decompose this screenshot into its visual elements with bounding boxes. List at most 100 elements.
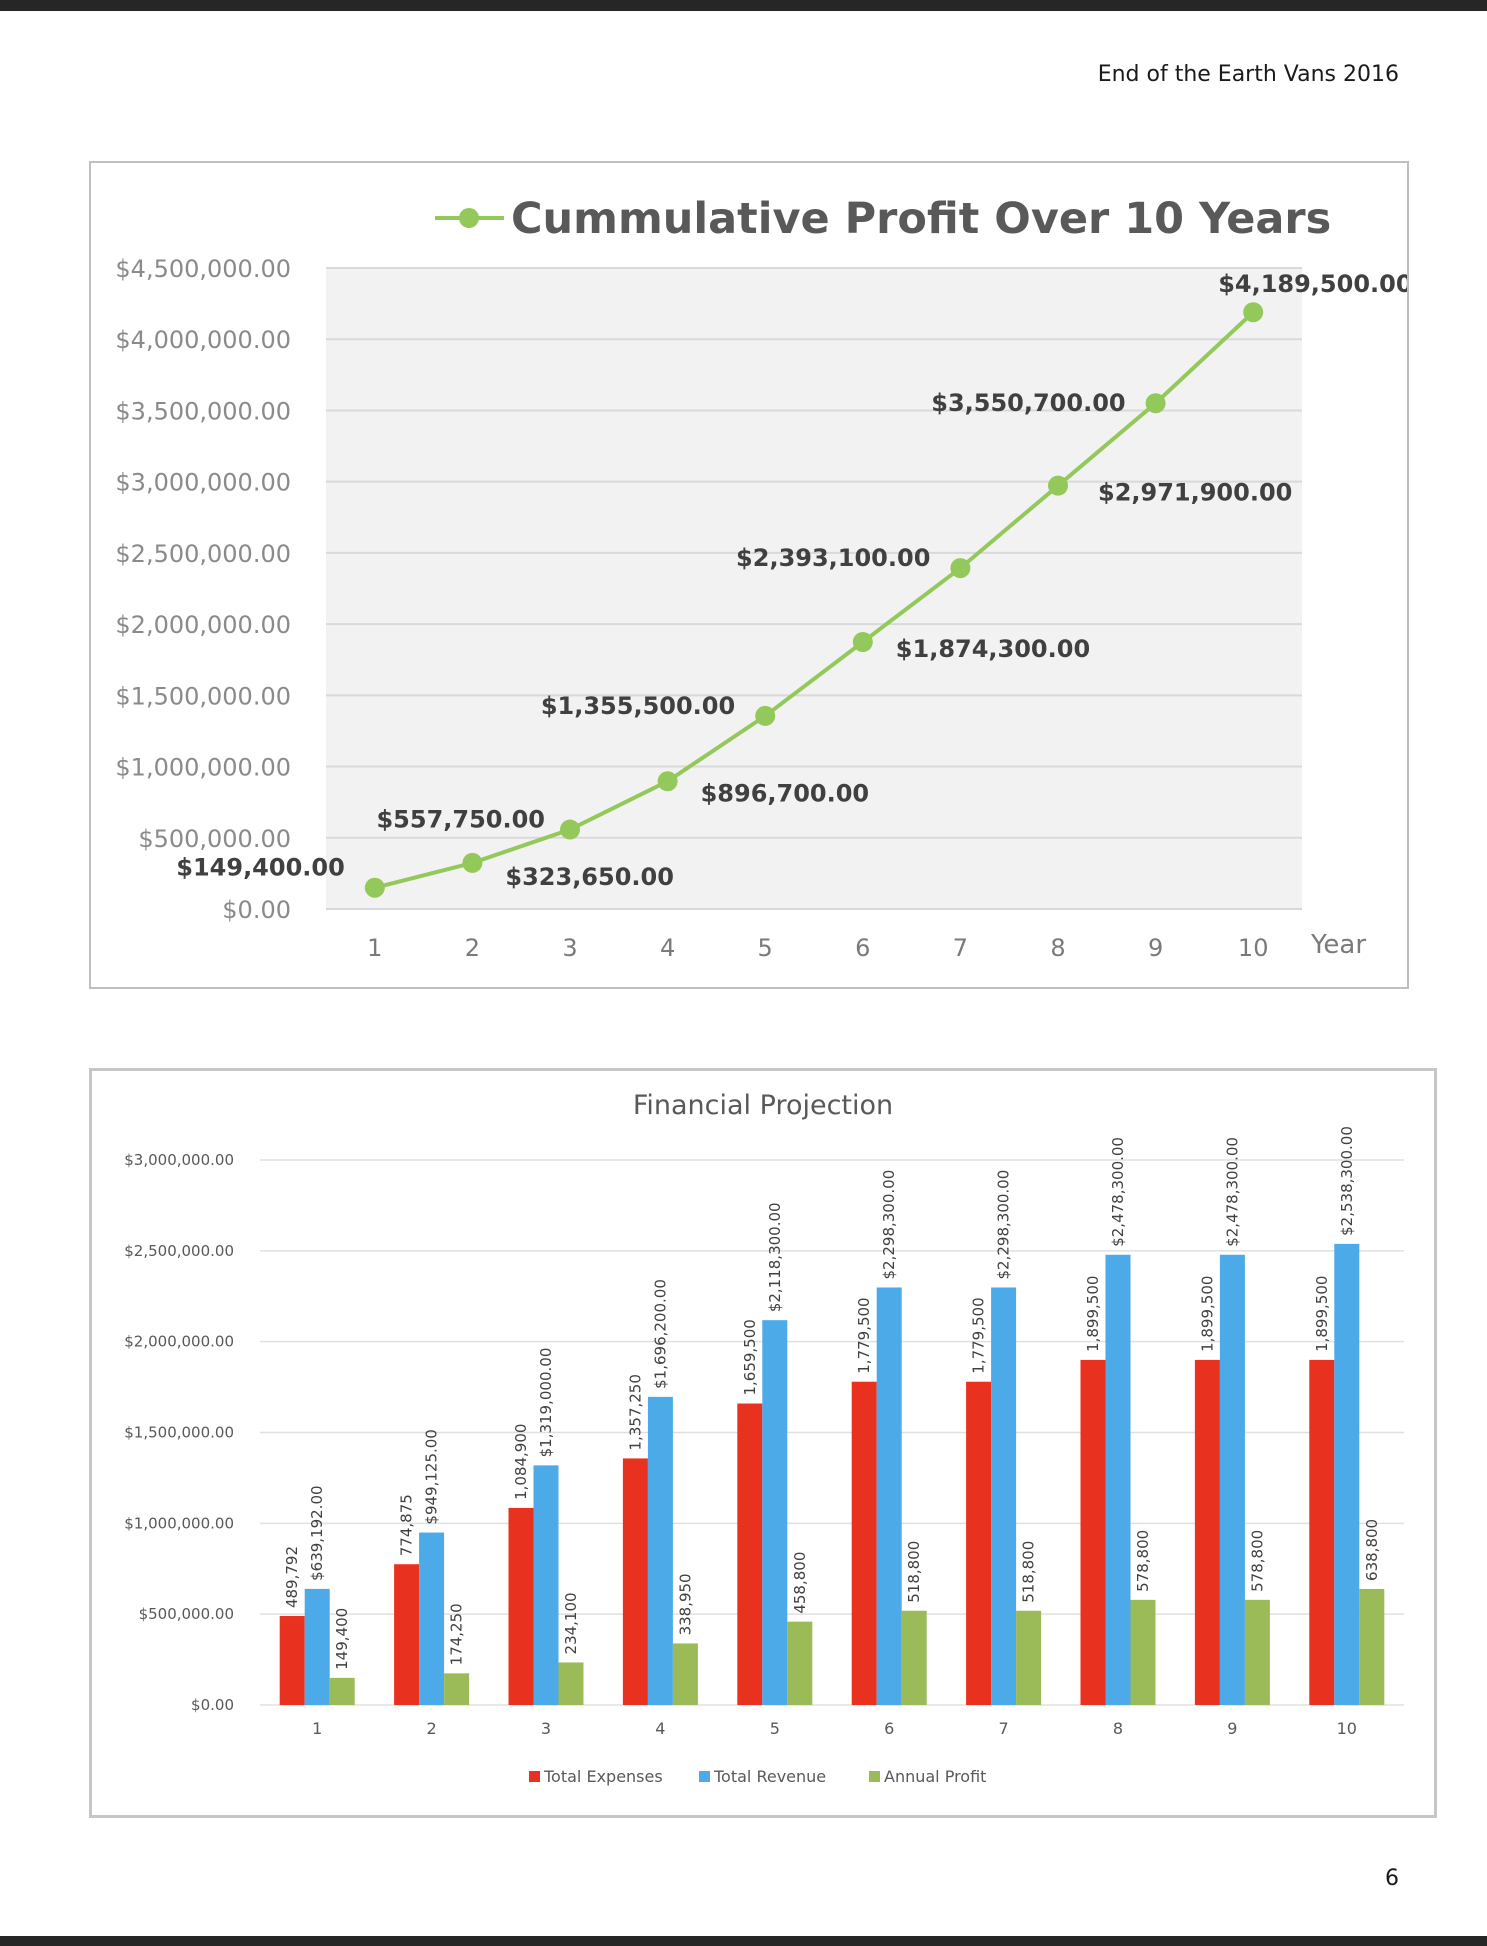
- data-label: 458,800: [791, 1552, 809, 1614]
- data-label: $1,355,500.00: [541, 692, 735, 720]
- expenses-bar: [1309, 1359, 1335, 1705]
- expenses-bar: [508, 1507, 534, 1705]
- revenue-bar: [991, 1287, 1017, 1705]
- data-point: [560, 819, 580, 840]
- data-label: 234,100: [562, 1592, 580, 1654]
- y-tick-label: $3,500,000.00: [115, 397, 291, 425]
- data-label: 1,779,500: [970, 1297, 988, 1373]
- y-tick-label: $1,500,000.00: [115, 682, 291, 710]
- revenue-bar: [876, 1287, 902, 1705]
- data-label: 1,084,900: [512, 1424, 530, 1500]
- data-label: 489,792: [283, 1546, 301, 1608]
- x-tick-label: 9: [1148, 934, 1163, 962]
- expenses-bar: [1194, 1359, 1220, 1705]
- cumulative-profit-svg: $0.00 $500,000.00 $1,000,000.00 $1,500,000.…: [115, 194, 1407, 962]
- data-label: $2,298,300.00: [880, 1170, 898, 1280]
- bottom-border: [0, 1936, 1487, 1946]
- legend-label: Annual Profit: [884, 1767, 986, 1786]
- revenue-bar: [1334, 1243, 1360, 1705]
- x-tick-label: 2: [427, 1719, 437, 1738]
- y-tick-label: $500,000.00: [138, 825, 291, 853]
- data-label: $4,189,500.00: [1218, 270, 1407, 298]
- revenue-bar: [419, 1532, 445, 1705]
- x-tick-label: 3: [541, 1719, 551, 1738]
- data-label: $323,650.00: [505, 863, 674, 891]
- profit-bar: [901, 1610, 927, 1705]
- y-tick-label: $1,000,000.00: [124, 1514, 234, 1532]
- revenue-bar: [1105, 1254, 1131, 1705]
- x-tick-label: 2: [465, 934, 480, 962]
- x-tick-label: 4: [655, 1719, 665, 1738]
- data-point: [657, 771, 678, 792]
- data-point: [852, 632, 873, 653]
- legend-swatch: [529, 1771, 540, 1782]
- profit-bar: [558, 1662, 584, 1705]
- expenses-bar: [622, 1458, 648, 1705]
- profit-bar: [672, 1643, 698, 1705]
- financial-projection-chart: Financial Projection $0.00 $500,000.00 $1,0…: [89, 1068, 1437, 1818]
- data-label: $1,874,300.00: [896, 635, 1090, 663]
- data-label: 1,779,500: [855, 1297, 873, 1373]
- legend-swatch: [699, 1771, 710, 1782]
- chart-title: Cummulative Profit Over 10 Years: [511, 194, 1331, 244]
- data-label: $1,319,000.00: [537, 1348, 555, 1458]
- revenue-bar: [647, 1396, 673, 1705]
- x-tick-label: 10: [1337, 1719, 1357, 1738]
- data-label: 638,800: [1363, 1519, 1381, 1581]
- chart-title: Financial Projection: [633, 1090, 893, 1121]
- data-point: [950, 558, 971, 579]
- expenses-bar: [394, 1564, 420, 1705]
- legend-marker: [459, 208, 479, 228]
- top-border: [0, 0, 1487, 11]
- data-label: $1,696,200.00: [651, 1279, 669, 1389]
- profit-bar: [1244, 1599, 1270, 1705]
- revenue-bar: [533, 1465, 559, 1705]
- legend-label: Total Expenses: [543, 1767, 663, 1786]
- y-tick-label: $4,000,000.00: [115, 326, 291, 354]
- data-label: $149,400.00: [176, 854, 345, 882]
- y-tick-label: $0.00: [222, 896, 291, 924]
- profit-bar: [787, 1621, 813, 1705]
- x-axis-title: Year: [1310, 930, 1366, 960]
- y-tick-label: $3,000,000.00: [115, 469, 291, 497]
- cumulative-profit-chart: $0.00 $500,000.00 $1,000,000.00 $1,500,000.…: [89, 161, 1409, 989]
- expenses-bar: [737, 1403, 763, 1705]
- revenue-bar: [304, 1588, 330, 1705]
- revenue-bar: [762, 1320, 788, 1705]
- data-label: 1,659,500: [741, 1319, 759, 1395]
- data-label: $3,550,700.00: [931, 389, 1125, 417]
- data-label: 174,250: [448, 1603, 466, 1665]
- data-label: 1,357,250: [626, 1374, 644, 1450]
- data-label: 518,800: [905, 1541, 923, 1603]
- series-line: [374, 310, 1255, 890]
- data-label: 338,950: [676, 1573, 694, 1635]
- data-label: $2,971,900.00: [1098, 479, 1292, 507]
- data-point: [1243, 302, 1264, 323]
- expenses-bar: [966, 1381, 992, 1705]
- data-label: $2,118,300.00: [766, 1202, 784, 1312]
- data-label: 149,400: [333, 1608, 351, 1670]
- profit-bar: [1359, 1588, 1385, 1705]
- x-tick-label: 3: [562, 934, 577, 962]
- x-tick-label: 5: [770, 1719, 780, 1738]
- y-tick-label: $3,000,000.00: [124, 1151, 234, 1169]
- page-number: 6: [1385, 1866, 1399, 1891]
- x-tick-label: 4: [660, 934, 675, 962]
- data-label: 774,875: [398, 1494, 416, 1556]
- data-label: 578,800: [1134, 1530, 1152, 1592]
- expenses-bar: [1080, 1359, 1106, 1705]
- expenses-bar: [851, 1381, 877, 1705]
- data-label: $896,700.00: [701, 779, 870, 807]
- x-tick-label: 1: [367, 934, 382, 962]
- expenses-bar: [279, 1616, 305, 1705]
- profit-bar: [1016, 1610, 1042, 1705]
- x-tick-label: 9: [1227, 1719, 1237, 1738]
- data-label: 1,899,500: [1084, 1276, 1102, 1352]
- y-tick-label: $2,000,000.00: [115, 611, 291, 639]
- data-label: $2,393,100.00: [736, 544, 930, 572]
- x-tick-label: 8: [1050, 934, 1065, 962]
- document-header: End of the Earth Vans 2016: [1097, 62, 1399, 87]
- data-label: $2,298,300.00: [995, 1170, 1013, 1280]
- y-tick-label: $4,500,000.00: [115, 255, 291, 283]
- data-point: [755, 705, 776, 726]
